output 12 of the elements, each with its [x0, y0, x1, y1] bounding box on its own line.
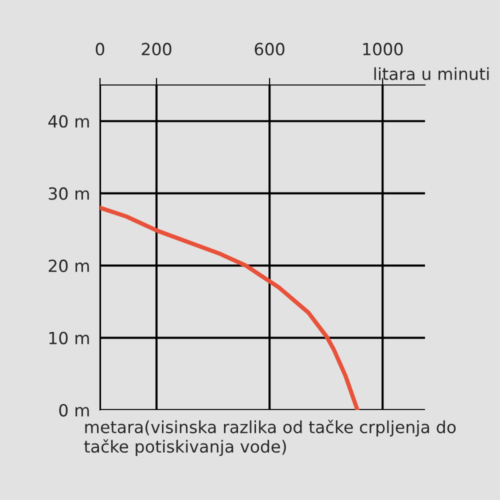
x-axis-title: litara u minuti — [374, 67, 489, 80]
line-series — [100, 206, 360, 410]
x-tick-label: 600 — [254, 42, 284, 56]
x-tick-label: 0 — [96, 42, 104, 56]
y-tick-label: 30 m — [48, 187, 89, 200]
y-tick-label: 0 m — [59, 404, 89, 417]
text: metara(visinska razlika od tačke crpljenja do tačke potiskivanja vode) — [84, 420, 456, 456]
x-tick-label: 1000 — [363, 42, 403, 56]
x-tick-label: 200 — [142, 42, 172, 56]
y-tick-label: 20 m — [48, 260, 89, 272]
y-tick-label: 10 m — [49, 332, 89, 344]
y-tick-label: 40 m — [48, 115, 89, 128]
